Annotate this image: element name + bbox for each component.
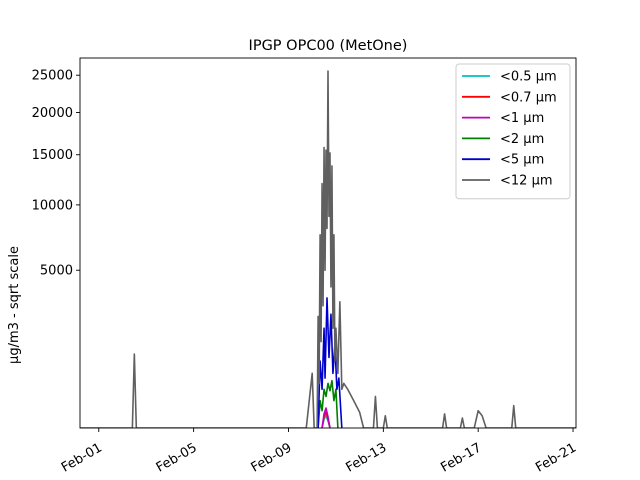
legend-label-4: <5 µm: [500, 153, 544, 168]
series-line-2: [321, 407, 331, 428]
legend: <0.5 µm <0.7 µm <1 µm <2 µm <5 µm <12 µm: [455, 63, 571, 200]
legend-label-3: <2 µm: [500, 132, 544, 147]
y-axis-label: µg/m3 - sqrt scale: [7, 246, 22, 364]
y-tick-label-0: 5000: [40, 264, 73, 279]
plot-area: [80, 70, 576, 428]
legend-label-2: <1 µm: [500, 111, 544, 126]
legend-label-1: <0.7 µm: [500, 90, 557, 105]
series-line-5: [80, 70, 576, 428]
series-line-4: [317, 297, 343, 428]
y-tick-label-1: 10000: [32, 198, 73, 213]
y-tick-label-3: 20000: [32, 106, 73, 121]
y-tick-label-2: 15000: [32, 148, 73, 163]
axes-frame: [79, 57, 577, 429]
legend-label-5: <12 µm: [500, 174, 553, 189]
chart-title: IPGP OPC00 (MetOne): [249, 38, 408, 54]
series-line-3: [317, 379, 339, 428]
legend-label-0: <0.5 µm: [500, 70, 557, 85]
y-tick-label-4: 25000: [32, 69, 73, 84]
